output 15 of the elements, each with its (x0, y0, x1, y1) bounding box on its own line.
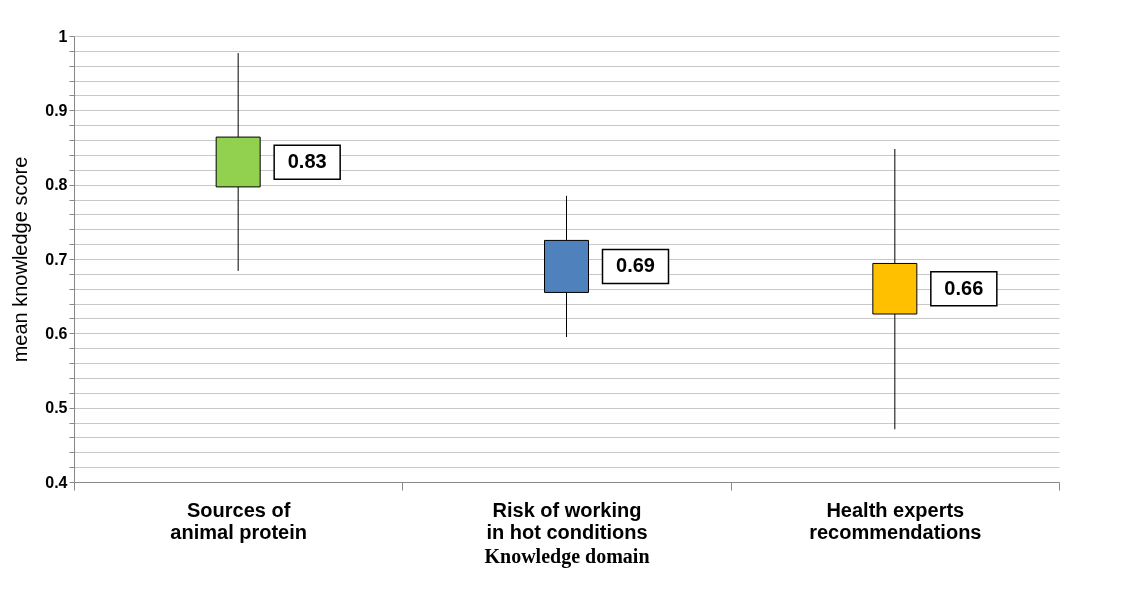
y-tick-label: 0.8 (45, 176, 68, 194)
y-tick-label: 0.7 (45, 250, 68, 268)
y-tick-label: 1 (58, 27, 68, 45)
x-tick-label: Health experts recommendations (809, 498, 982, 543)
annotation: 0.66 (944, 276, 984, 299)
y-tick-label: 0.6 (45, 324, 68, 342)
y-tick-label: 0.5 (45, 399, 68, 417)
y-tick-label: 0.9 (45, 101, 68, 119)
annotation: 0.69 (616, 254, 655, 277)
x-tick-label: Sources of animal protein (170, 498, 308, 543)
x-axis-title: Knowledge domain (484, 544, 650, 568)
y-tick-label: 0.4 (45, 473, 68, 491)
annotation: 0.83 (287, 150, 327, 173)
y-axis-title: mean knowledge score (9, 156, 32, 363)
x-tick-label: Risk of working in hot conditions (486, 498, 648, 543)
